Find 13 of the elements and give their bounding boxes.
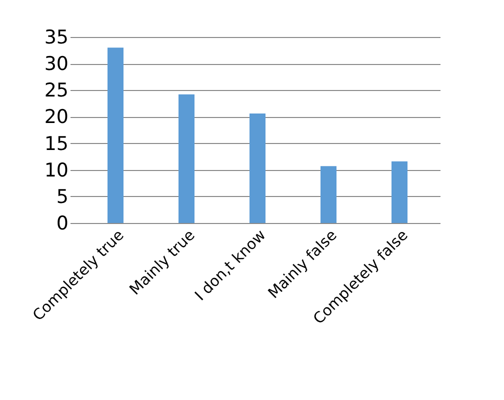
bar [178,94,194,223]
y-tick-label: 0 [56,212,68,234]
y-tick-label: 35 [44,26,68,48]
y-tick-label: 20 [44,106,68,128]
bar [392,161,408,223]
y-tick-label: 5 [56,186,68,208]
y-tick-label: 25 [44,80,68,102]
bar [250,114,266,223]
y-tick-label: 30 [44,53,68,76]
bar [320,166,336,223]
y-tick-label: 15 [44,132,68,155]
y-tick-label: 10 [44,159,68,182]
bar [108,48,124,223]
